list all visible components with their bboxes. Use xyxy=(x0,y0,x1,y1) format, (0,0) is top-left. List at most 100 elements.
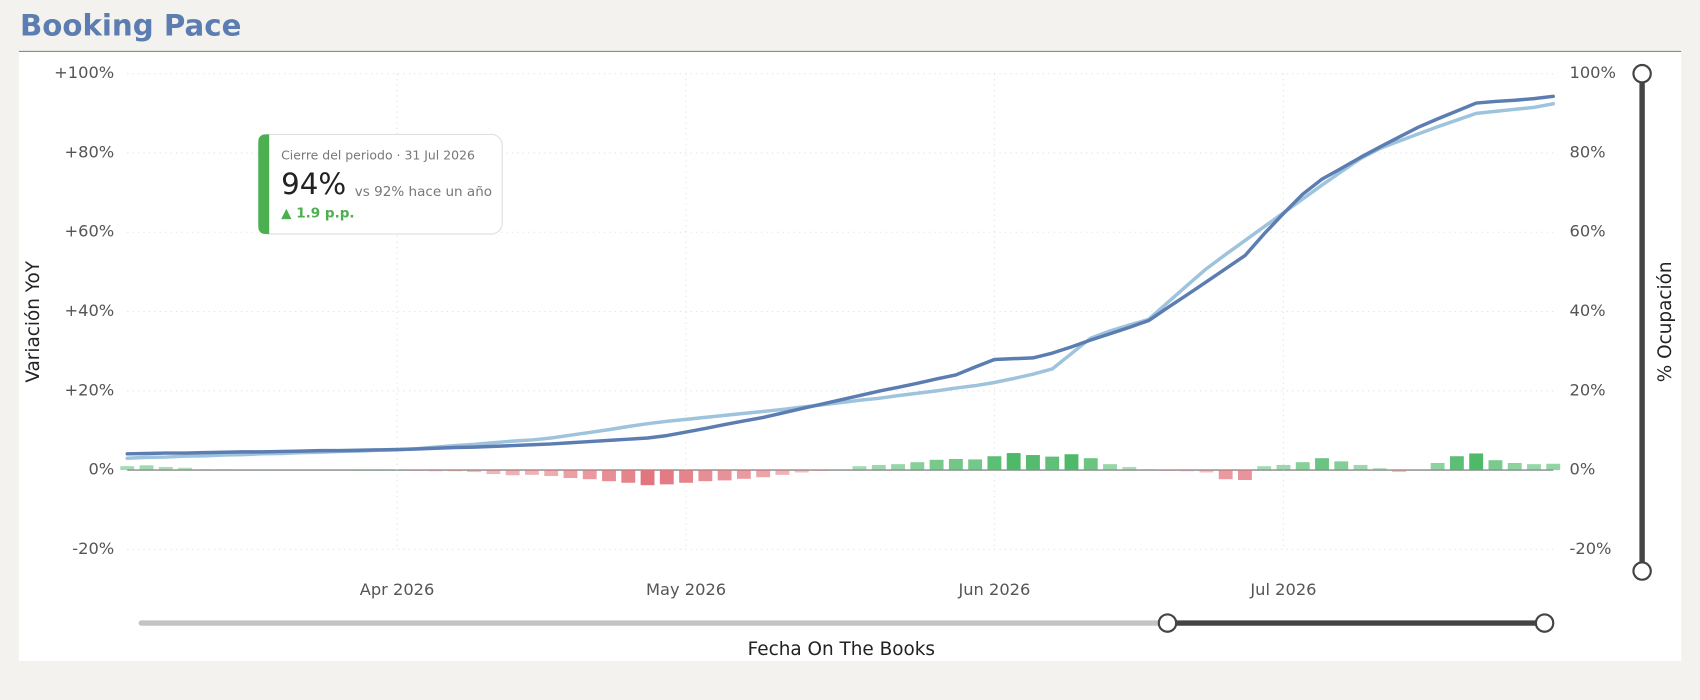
y2-tick-label: 60% xyxy=(1570,222,1606,241)
bar xyxy=(1430,462,1445,471)
bar xyxy=(659,470,674,485)
bar xyxy=(1507,462,1522,471)
bar xyxy=(736,470,751,479)
y-tick-label: +80% xyxy=(65,142,115,161)
bar xyxy=(158,466,173,471)
bar xyxy=(467,470,482,473)
bar xyxy=(1334,461,1349,471)
bar xyxy=(910,462,925,471)
bar xyxy=(1488,460,1503,471)
bar xyxy=(1122,466,1137,471)
bar xyxy=(987,456,1002,471)
bar xyxy=(640,470,655,486)
y-range-slider[interactable] xyxy=(1632,63,1652,581)
bar xyxy=(582,470,597,480)
bar xyxy=(293,469,308,471)
y2-tick-label: 80% xyxy=(1570,142,1606,161)
slider-handle[interactable] xyxy=(1534,613,1555,633)
y-tick-label: 0% xyxy=(88,460,114,479)
bar xyxy=(1276,464,1291,471)
bar xyxy=(948,458,963,471)
bar xyxy=(409,470,424,471)
y-tick-label: +100% xyxy=(54,63,114,82)
bar xyxy=(1199,470,1214,473)
bar xyxy=(447,470,462,472)
bar xyxy=(1006,453,1021,471)
bar xyxy=(486,470,501,475)
bar xyxy=(178,467,192,471)
y2-axis-title: % Ocupación xyxy=(1655,261,1676,382)
bar xyxy=(216,469,231,471)
bar xyxy=(1392,470,1407,473)
bar xyxy=(120,466,135,471)
bar xyxy=(929,459,944,471)
y-tick-label: +40% xyxy=(65,301,115,320)
bar xyxy=(1045,456,1060,471)
bar xyxy=(1064,454,1079,471)
y2-tick-label: 100% xyxy=(1570,63,1616,82)
bar xyxy=(1315,458,1329,471)
x-axis-title: Fecha On The Books xyxy=(748,639,935,660)
slider-handle[interactable] xyxy=(1632,561,1652,581)
card-value: 94% xyxy=(281,167,346,201)
bar xyxy=(1449,456,1464,471)
bar xyxy=(235,469,250,471)
x-tick-label: May 2026 xyxy=(646,580,726,599)
y2-tick-label: 40% xyxy=(1570,301,1606,320)
bar xyxy=(1237,470,1252,481)
bar xyxy=(1527,464,1541,471)
bar xyxy=(428,470,443,472)
x-tick-label: Jul 2026 xyxy=(1249,580,1316,599)
card-comparison: vs 92% hace un año xyxy=(355,184,492,200)
bar xyxy=(1546,463,1561,471)
bar xyxy=(351,470,366,471)
plot-area: -20% 0% +20% +40% +60% +80% +100% -20% 0% 20% 40% 6… xyxy=(54,63,1616,599)
y-axis-title: Variación YoY xyxy=(23,260,44,382)
bar xyxy=(1026,455,1040,471)
bar xyxy=(544,470,559,477)
bar xyxy=(1353,464,1368,471)
bar xyxy=(1218,470,1233,480)
y-tick-label: +20% xyxy=(65,380,115,399)
y2-tick-label: -20% xyxy=(1570,539,1612,558)
x-range-slider[interactable] xyxy=(138,613,1555,633)
bar xyxy=(1141,469,1156,471)
bar xyxy=(698,470,713,482)
bar xyxy=(679,470,694,483)
bar xyxy=(1180,470,1195,472)
bar xyxy=(505,470,520,476)
bar xyxy=(794,470,809,473)
bar xyxy=(775,470,790,475)
bar xyxy=(852,466,867,471)
x-tick-label: Jun 2026 xyxy=(957,580,1030,599)
bar xyxy=(1411,469,1426,471)
bar xyxy=(524,470,539,475)
bar xyxy=(139,465,154,471)
bar xyxy=(370,470,385,471)
bar xyxy=(814,470,828,471)
y-tick-label: +60% xyxy=(65,222,115,241)
bar xyxy=(833,469,848,471)
bar xyxy=(602,470,616,482)
y2-tick-label: 0% xyxy=(1570,460,1596,479)
kpi-card: Cierre del periodo · 31 Jul 2026 94% vs … xyxy=(257,133,503,235)
bar xyxy=(756,470,771,478)
bar xyxy=(313,469,327,471)
line xyxy=(125,94,1555,456)
bar xyxy=(1257,466,1272,471)
bar xyxy=(1372,468,1387,471)
bar xyxy=(1295,462,1310,471)
bar xyxy=(871,464,886,471)
slider-handle[interactable] xyxy=(1632,63,1652,84)
bar xyxy=(197,469,212,471)
bar xyxy=(1083,458,1098,471)
slider-handle[interactable] xyxy=(1157,613,1178,633)
x-tick-label: Apr 2026 xyxy=(360,580,435,599)
bar xyxy=(891,464,905,471)
card-delta: ▲ 1.9 p.p. xyxy=(281,205,354,221)
bar xyxy=(621,470,636,483)
bar xyxy=(1160,470,1175,471)
bar xyxy=(390,470,404,471)
